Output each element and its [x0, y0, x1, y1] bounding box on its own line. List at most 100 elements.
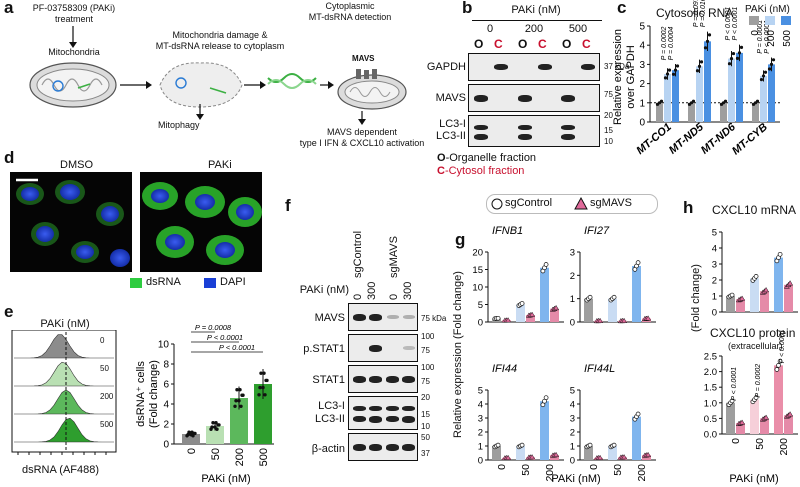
g-bar-mavs-0-200	[550, 308, 559, 322]
h-dot-ctrl-1-200-1	[776, 363, 781, 368]
g-dot-ctrl-1-200-2	[635, 260, 641, 265]
g-ytick-label-0-4: 20	[472, 248, 483, 259]
e-hist-curve-0	[14, 334, 114, 359]
c-category-1: MT-ND5	[667, 121, 707, 157]
g-dot-mavs-3-50-2	[621, 454, 628, 460]
h-dot-ctrl-1-200-2	[777, 358, 783, 364]
g-ytick-label-1-0: 0	[570, 318, 575, 329]
f-group-sgmavs: sgMAVS	[388, 236, 400, 278]
c-ytick-label-4: 4	[639, 41, 645, 52]
h-ytick-label-1-4: 2.0	[704, 367, 717, 378]
c-bar-MT-CO1-200	[664, 74, 671, 122]
e-hist-dose-500: 500	[100, 420, 114, 429]
f-blot-mavs	[348, 303, 418, 331]
e-dot-200-0	[233, 404, 237, 408]
b-marker-mavs: 75	[604, 90, 613, 99]
g-xtick-2-2: 200	[544, 464, 556, 482]
h-bar-ctrl-0-0	[726, 296, 735, 312]
h-top-title: CXCL10 mRNA	[712, 203, 797, 217]
c-bar-MT-CO1-0	[656, 102, 663, 122]
g-dot-ctrl-1-50-2	[611, 294, 617, 300]
c-bar-MT-ND6-200	[728, 58, 735, 122]
h-bar-mavs-0-50	[760, 291, 769, 312]
g-bar-ctrl-1-200	[632, 266, 641, 322]
h-pvalue-0: P < 0.0001	[731, 367, 738, 401]
b-header: PAKi (nM)	[511, 4, 561, 16]
outcome-label-line1: MAVS dependent	[327, 127, 397, 137]
c-pvalue-1-1: P = 0.0169	[700, 0, 707, 27]
e-pvalue-1: P < 0.0001	[207, 333, 243, 342]
e-pvalue-2: P < 0.0001	[219, 343, 255, 352]
h-dot-mavs-0-0-2	[739, 295, 746, 301]
b-header-rule	[472, 20, 602, 21]
panel-label-g: g	[455, 230, 466, 249]
e-dot-200-3	[235, 388, 239, 392]
e-xtick-0: 0	[186, 448, 198, 454]
h-dot-mavs-1-0-2	[739, 419, 746, 425]
h-dot-ctrl-1-50-2	[753, 395, 759, 400]
h-xtick-0: 0	[730, 438, 742, 444]
e-hist-curve-1	[14, 361, 114, 387]
g-bar-ctrl-2-50	[516, 446, 525, 460]
f-marker-lc3-20: 20	[421, 393, 430, 402]
c-ylabel-line2: over GAPDH	[625, 45, 637, 109]
h-dot-ctrl-0-50-2	[753, 274, 759, 279]
e-dot-0-5	[186, 432, 190, 437]
c-legend-dose-2: 500	[782, 30, 793, 47]
f-dose-2: 300	[366, 281, 378, 300]
c-legend-swatch-2	[781, 16, 791, 25]
f-blot-actin	[348, 433, 418, 461]
g-dot-ctrl-2-0-2	[495, 442, 501, 448]
c-pvalue-3-0: P = 0.0001	[757, 20, 764, 54]
e-dot-200-4	[239, 404, 243, 408]
g-legend-box	[486, 194, 658, 214]
h-dot-ctrl-1-200-0	[774, 367, 780, 372]
e-ytick-label-5: 10	[158, 340, 170, 351]
h-bar-mavs-1-0	[736, 423, 745, 434]
b-lane-3: O	[518, 37, 528, 51]
g-dot-mavs-2-50-2	[529, 454, 536, 460]
g-bar-mavs-0-50	[526, 315, 535, 322]
g-gene-0: IFNB1	[492, 225, 523, 237]
g-xtick-2-1: 50	[520, 464, 532, 476]
f-dose-4: 300	[402, 281, 414, 300]
e-dot-50-5	[210, 425, 214, 429]
b-lane-4: C	[538, 37, 547, 51]
f-marker-lc3-10: 10	[421, 422, 430, 431]
g-xtick-2-0: 0	[496, 464, 508, 470]
e-dot-500-7	[262, 371, 266, 375]
f-marker-pstat1-100: 100	[421, 332, 435, 341]
c-category-3: MT-CYB	[730, 121, 770, 157]
b-lane-5: O	[562, 37, 572, 51]
g-dot-ctrl-1-0-2	[587, 294, 593, 300]
detect-label-line1: Cytoplasmic	[325, 1, 375, 11]
b-row-gapdh: GAPDH	[426, 61, 466, 73]
c-ytick-label-3: 3	[639, 60, 645, 71]
c-ytick-label-2: 2	[639, 79, 645, 90]
g-gene-1: IFI27	[584, 225, 610, 237]
b-legend-cytosol: C-Cytosol fraction	[437, 165, 524, 177]
d-label-dmso: DMSO	[60, 159, 93, 171]
b-row-lc3i: LC3-I	[439, 118, 466, 130]
e-hist-dose-50: 50	[100, 364, 109, 373]
e-dot-200-7	[238, 388, 242, 392]
g-legend-sgcontrol-marker	[491, 198, 503, 210]
b-marker-lc3-20: 20	[604, 111, 613, 120]
h-dot-mavs-1-200-2	[787, 411, 794, 417]
mavs-label: MAVS	[352, 54, 375, 63]
f-row-lc3ii: LC3-II	[315, 413, 345, 425]
h-bar-ctrl-0-200	[774, 257, 783, 312]
c-ytick-label-0: 0	[639, 118, 645, 129]
h-ytick-label-1-3: 1.5	[704, 383, 717, 394]
g-dot-mavs-3-200-2	[645, 451, 652, 458]
f-marker-actin-50: 50	[421, 433, 430, 442]
g-ytick-label-3-4: 4	[570, 400, 575, 411]
d-micrographs	[10, 172, 262, 272]
g-bar-ctrl-2-0	[492, 446, 501, 460]
e-dot-50-6	[216, 423, 220, 427]
damage-label-line2: MT-dsRNA release to cytoplasm	[155, 41, 285, 51]
c-dot-MT-ND5-500-2	[707, 33, 712, 37]
mitochondria-label: Mitochondria	[48, 47, 100, 57]
g-dot-ctrl-3-0-2	[587, 442, 593, 448]
